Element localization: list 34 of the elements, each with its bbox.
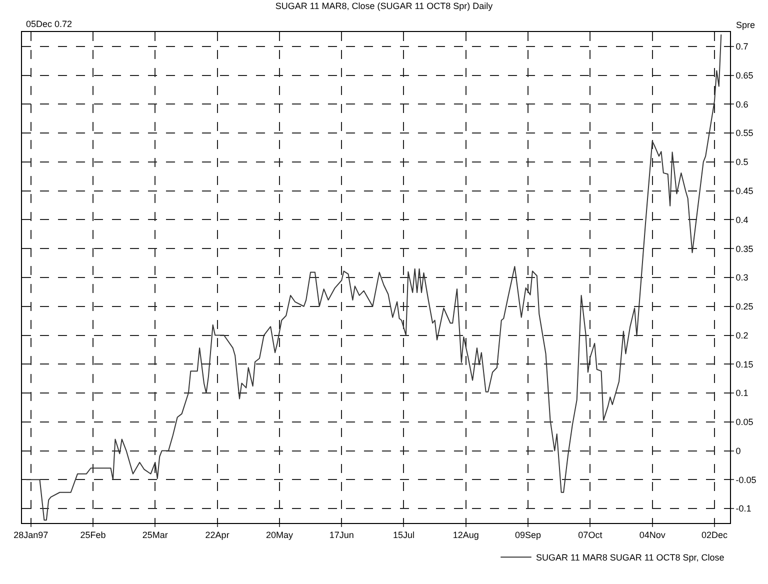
x-tick-label: 20May xyxy=(266,530,294,540)
x-tick-label: 15Jul xyxy=(392,530,414,540)
chart-title: SUGAR 11 MAR8, Close (SUGAR 11 OCT8 Spr) Daily xyxy=(275,1,494,12)
y-tick-label: -0.1 xyxy=(736,504,752,514)
x-tick-label: 17Jun xyxy=(329,530,354,540)
y-tick-label: 0.7 xyxy=(736,42,748,52)
y-tick-label: 0.05 xyxy=(736,417,754,428)
y-tick-label: -0.05 xyxy=(736,474,756,485)
x-tick-label: 12Aug xyxy=(452,530,479,540)
y-axis-title: Spre xyxy=(736,20,756,30)
x-tick-label: 25Feb xyxy=(80,530,106,540)
y-tick-label: 0.4 xyxy=(736,214,748,225)
y-tick-label: 0.55 xyxy=(736,128,754,138)
legend-label: SUGAR 11 MAR8 SUGAR 11 OCT8 Spr, Close xyxy=(536,552,724,563)
x-tick-label: 09Sep xyxy=(515,530,542,540)
y-tick-label: 0.25 xyxy=(736,302,754,312)
y-tick-label: 0.15 xyxy=(736,359,754,370)
y-tick-label: 0.65 xyxy=(736,70,754,80)
x-tick-label: 02Dec xyxy=(701,530,728,540)
text: 05Dec 0.72 xyxy=(26,19,72,29)
y-tick-label: 0.5 xyxy=(736,157,748,168)
y-tick-label: 0.6 xyxy=(736,99,748,110)
y-tick-label: 0.45 xyxy=(736,186,754,196)
x-tick-label: 28Jan97 xyxy=(14,530,48,540)
y-tick-label: 0 xyxy=(736,446,741,456)
x-tick-label: 22Apr xyxy=(205,530,230,540)
y-tick-label: 0.3 xyxy=(736,272,748,283)
x-tick-label: 25Mar xyxy=(142,530,168,540)
x-tick-label: 04Nov xyxy=(639,530,666,540)
y-tick-label: 0.35 xyxy=(736,244,754,254)
line-series xyxy=(26,34,722,521)
x-tick-label: 07Oct xyxy=(578,530,603,540)
y-tick-label: 0.2 xyxy=(736,330,748,340)
y-tick-label: 0.1 xyxy=(736,388,748,398)
